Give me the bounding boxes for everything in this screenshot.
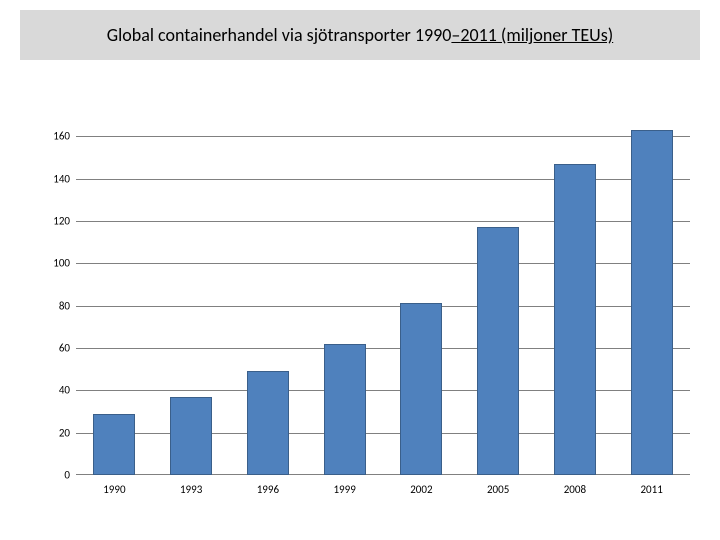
y-tick-label: 100 [40,257,70,270]
y-tick-label: 120 [40,214,70,227]
gridline [76,136,690,137]
y-tick-label: 160 [40,130,70,143]
gridline [76,179,690,180]
y-tick-label: 60 [40,341,70,354]
y-tick-label: 40 [40,384,70,397]
bar [93,414,135,475]
bar [554,164,596,475]
chart-title: Global containerhandel via sjötransporte… [107,24,613,46]
bar-chart: 0 20 40 60 80 100 120 140 160 1990 1993 1996 1999 200… [40,115,690,515]
y-tick-label: 0 [40,469,70,482]
y-tick-label: 80 [40,299,70,312]
x-tick-label: 2011 [640,483,662,496]
bar [477,227,519,475]
x-tick-label: 2008 [564,483,586,496]
gridline [76,348,690,349]
x-tick-label: 1990 [103,483,125,496]
y-tick-label: 140 [40,172,70,185]
x-tick-label: 2005 [487,483,509,496]
x-tick-label: 2002 [410,483,432,496]
bar [170,397,212,475]
slide: Global containerhandel via sjötransporte… [0,0,720,540]
title-bar: Global containerhandel via sjötransporte… [20,10,700,60]
y-tick-label: 20 [40,426,70,439]
gridline [76,263,690,264]
x-tick-label: 1999 [333,483,355,496]
title-prefix: Global containerhandel via sjötransporte… [107,24,452,46]
bar [400,303,442,475]
gridline [76,390,690,391]
bar [247,371,289,475]
x-axis [76,474,690,475]
gridline [76,306,690,307]
gridline [76,221,690,222]
gridline [76,433,690,434]
x-tick-label: 1993 [180,483,202,496]
x-tick-label: 1996 [257,483,279,496]
bar [631,130,673,475]
title-suffix: 2011 (miljoner TEUs) [460,24,613,46]
plot-area [76,115,690,475]
bar [324,344,366,475]
